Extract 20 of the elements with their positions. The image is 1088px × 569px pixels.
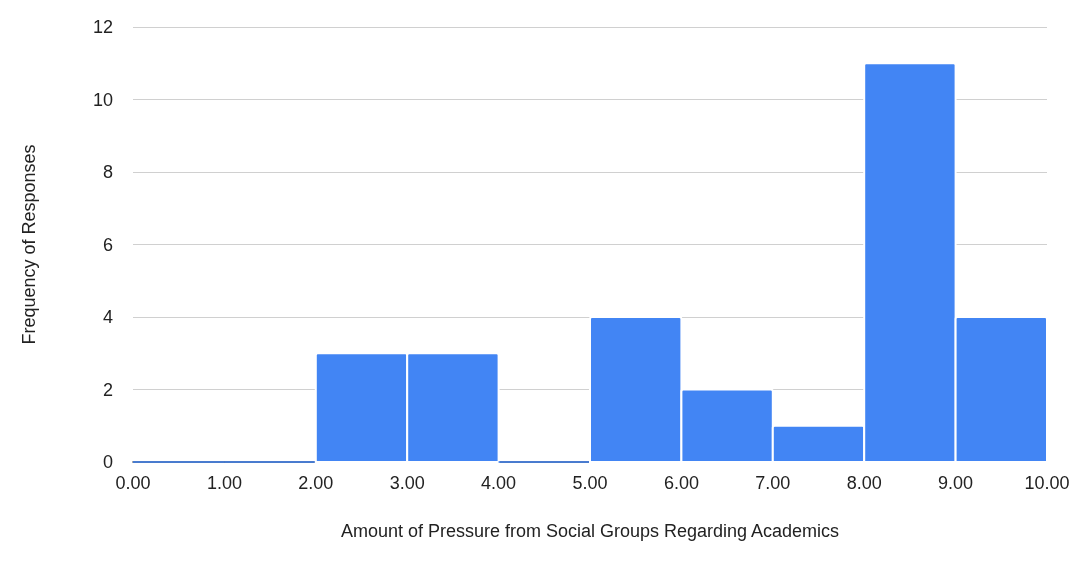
y-tick-label: 2 bbox=[102, 379, 113, 400]
y-tick-label: 4 bbox=[102, 307, 113, 327]
y-tick-label: 6 bbox=[102, 234, 113, 255]
x-tick-label: 1.00 bbox=[206, 473, 242, 493]
x-tick-label: 8.00 bbox=[846, 473, 882, 493]
x-tick-label: 7.00 bbox=[755, 473, 791, 493]
y-tick-label: 12 bbox=[92, 17, 113, 37]
x-axis-title: Amount of Pressure from Social Groups Regarding Academics bbox=[340, 521, 840, 541]
x-tick-label: 9.00 bbox=[938, 473, 974, 493]
y-axis-title: Frequency of Responses bbox=[19, 144, 39, 345]
x-tick-label: 3.00 bbox=[389, 473, 425, 493]
x-tick-label: 0.00 bbox=[115, 473, 151, 493]
y-tick-label: 10 bbox=[92, 89, 113, 110]
x-tick-label: 5.00 bbox=[572, 473, 608, 493]
x-tick-label: 4.00 bbox=[481, 473, 517, 493]
x-tick-label: 2.00 bbox=[298, 473, 334, 493]
x-tick-label: 6.00 bbox=[663, 473, 699, 493]
y-tick-label: 8 bbox=[102, 162, 113, 182]
y-tick-label: 0 bbox=[102, 452, 113, 472]
x-tick-label: 10.00 bbox=[1024, 473, 1070, 493]
